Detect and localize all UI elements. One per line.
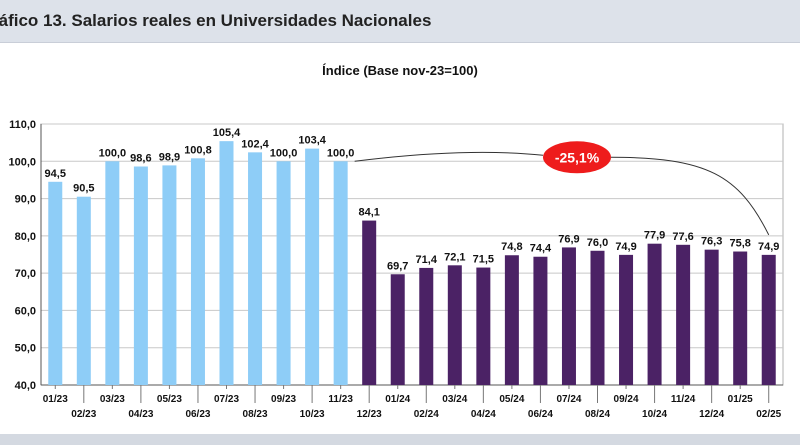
x-tick-label: 04/23 bbox=[128, 409, 153, 420]
bar bbox=[162, 165, 177, 385]
chart-subtitle: Índice (Base nov-23=100) bbox=[322, 63, 478, 78]
change-bracket-right bbox=[610, 156, 770, 236]
x-tick-label: 07/23 bbox=[214, 394, 239, 405]
data-label: 100,8 bbox=[184, 144, 212, 156]
bar bbox=[362, 220, 377, 385]
bar bbox=[333, 161, 348, 385]
bar bbox=[390, 274, 405, 385]
data-label: 100,0 bbox=[270, 147, 298, 159]
bar bbox=[590, 250, 605, 385]
x-tick-label: 02/23 bbox=[71, 409, 96, 420]
x-tick-label: 08/23 bbox=[243, 409, 268, 420]
data-label: 90,5 bbox=[73, 183, 94, 195]
bar bbox=[504, 255, 519, 385]
x-tick-label: 09/24 bbox=[614, 394, 639, 405]
y-tick-label: 90,0 bbox=[15, 194, 36, 206]
bar bbox=[619, 254, 634, 385]
footer-bar bbox=[0, 434, 800, 445]
data-label: 98,6 bbox=[130, 153, 151, 165]
bar bbox=[305, 148, 320, 385]
bar bbox=[761, 254, 776, 385]
bar bbox=[76, 196, 91, 385]
x-tick-label: 03/24 bbox=[442, 394, 467, 405]
bar bbox=[447, 265, 462, 385]
bar bbox=[733, 251, 748, 385]
data-label: 100,0 bbox=[327, 147, 355, 159]
data-label: 98,9 bbox=[159, 151, 180, 163]
data-label: 76,0 bbox=[587, 237, 608, 249]
data-label: 71,4 bbox=[416, 254, 438, 266]
x-tick-label: 02/25 bbox=[756, 409, 781, 420]
x-tick-label: 04/24 bbox=[471, 409, 496, 420]
bar bbox=[561, 247, 576, 385]
bar bbox=[419, 267, 434, 385]
data-label: 76,3 bbox=[701, 236, 722, 248]
data-label: 69,7 bbox=[387, 260, 408, 272]
change-callout bbox=[543, 141, 611, 174]
data-label: 103,4 bbox=[298, 135, 326, 147]
y-tick-label: 60,0 bbox=[15, 305, 36, 317]
change-callout-label: -25,1% bbox=[555, 149, 600, 165]
x-tick-label: 01/24 bbox=[385, 394, 410, 405]
bar bbox=[190, 158, 205, 385]
bar bbox=[704, 249, 719, 385]
bar bbox=[676, 244, 691, 385]
bar bbox=[219, 141, 234, 385]
data-label: 74,9 bbox=[615, 241, 636, 253]
x-tick-label: 01/25 bbox=[728, 394, 753, 405]
chart-heading: ráfico 13. Salarios reales en Universida… bbox=[0, 11, 432, 30]
data-label: 77,9 bbox=[644, 230, 665, 242]
data-label: 105,4 bbox=[213, 127, 241, 139]
y-tick-label: 80,0 bbox=[15, 231, 36, 243]
data-label: 71,5 bbox=[473, 254, 494, 266]
x-tick-label: 12/23 bbox=[357, 409, 382, 420]
x-tick-label: 02/24 bbox=[414, 409, 439, 420]
x-tick-label: 09/23 bbox=[271, 394, 296, 405]
data-label: 74,8 bbox=[501, 241, 522, 253]
x-tick-label: 08/24 bbox=[585, 409, 610, 420]
bar bbox=[533, 256, 548, 385]
x-tick-label: 10/24 bbox=[642, 409, 667, 420]
x-tick-label: 06/24 bbox=[528, 409, 553, 420]
data-label: 74,9 bbox=[758, 241, 779, 253]
x-tick-label: 11/24 bbox=[671, 394, 696, 405]
data-label: 77,6 bbox=[672, 231, 693, 243]
x-tick-label: 07/24 bbox=[556, 394, 581, 405]
bar bbox=[276, 161, 291, 385]
data-label: 72,1 bbox=[444, 251, 465, 263]
change-bracket-left bbox=[354, 151, 544, 162]
data-label: 102,4 bbox=[241, 138, 269, 150]
x-tick-label: 11/23 bbox=[328, 394, 353, 405]
bar bbox=[133, 166, 148, 385]
y-tick-label: 100,0 bbox=[8, 156, 36, 168]
x-tick-label: 12/24 bbox=[699, 409, 724, 420]
data-label: 94,5 bbox=[45, 168, 66, 180]
x-tick-label: 06/23 bbox=[185, 409, 210, 420]
data-label: 75,8 bbox=[729, 238, 750, 250]
data-label: 76,9 bbox=[558, 233, 579, 245]
x-tick-label: 10/23 bbox=[300, 409, 325, 420]
x-tick-label: 01/23 bbox=[43, 394, 68, 405]
header-bar: ráfico 13. Salarios reales en Universida… bbox=[0, 0, 800, 43]
y-tick-label: 70,0 bbox=[15, 268, 36, 280]
y-tick-label: 50,0 bbox=[15, 343, 36, 355]
x-tick-label: 03/23 bbox=[100, 394, 125, 405]
bar bbox=[647, 243, 662, 385]
bar bbox=[248, 152, 263, 385]
y-tick-label: 40,0 bbox=[15, 380, 36, 392]
data-label: 100,0 bbox=[99, 147, 127, 159]
y-tick-label: 110,0 bbox=[9, 119, 36, 131]
data-label: 84,1 bbox=[358, 207, 379, 219]
x-tick-label: 05/23 bbox=[157, 394, 182, 405]
bar bbox=[476, 267, 491, 385]
x-tick-label: 05/24 bbox=[499, 394, 524, 405]
bar bbox=[105, 161, 120, 385]
data-label: 74,4 bbox=[530, 243, 552, 255]
bar bbox=[48, 181, 63, 385]
plot-frame bbox=[40, 123, 784, 386]
